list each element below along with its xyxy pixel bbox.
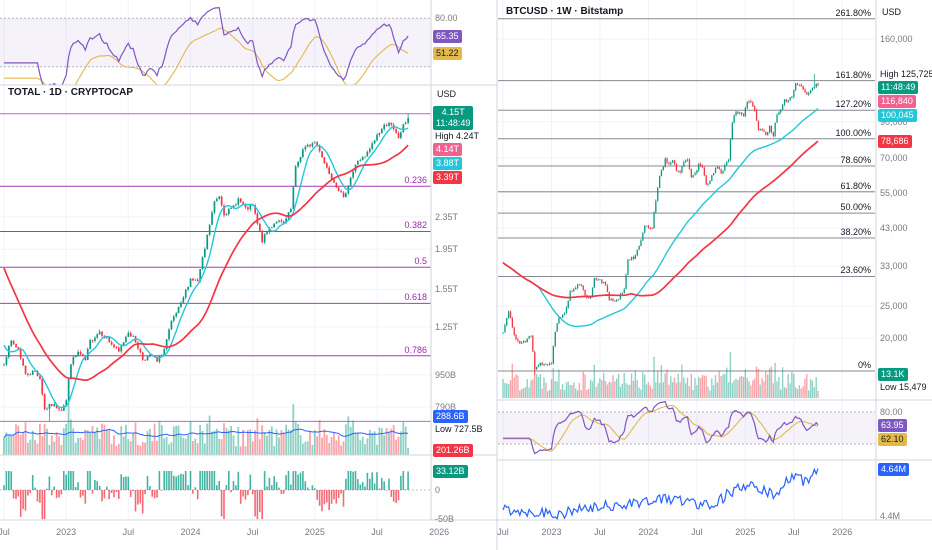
price-axis-left[interactable] [431, 0, 497, 520]
currency-label-left: USD [437, 89, 457, 99]
symbol-title-total[interactable]: TOTAL · 1D · CRYPTOCAP [8, 87, 134, 98]
symbol-title-btcusd[interactable]: BTCUSD · 1W · Bitstamp [506, 6, 624, 17]
price-axis-right[interactable] [876, 0, 932, 520]
time-axis-left[interactable] [0, 520, 497, 550]
time-axis-right[interactable] [497, 520, 932, 550]
currency-label-right: USD [882, 7, 902, 17]
